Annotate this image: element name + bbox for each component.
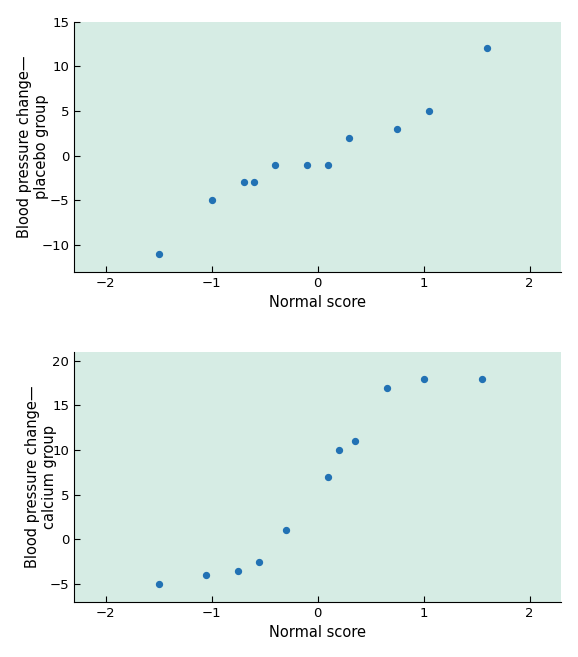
Point bbox=[239, 177, 248, 188]
Point bbox=[350, 436, 360, 446]
X-axis label: Normal score: Normal score bbox=[269, 295, 366, 310]
Point bbox=[483, 43, 492, 54]
Point bbox=[334, 445, 343, 455]
Point bbox=[382, 382, 391, 393]
Point bbox=[250, 177, 259, 188]
Point bbox=[154, 579, 164, 589]
Point bbox=[234, 566, 243, 576]
Point bbox=[207, 195, 216, 206]
Point bbox=[424, 106, 434, 116]
X-axis label: Normal score: Normal score bbox=[269, 625, 366, 641]
Point bbox=[419, 373, 428, 384]
Y-axis label: Blood pressure change—
calcium group: Blood pressure change— calcium group bbox=[25, 386, 57, 568]
Point bbox=[281, 525, 291, 535]
Point bbox=[324, 159, 333, 170]
Y-axis label: Blood pressure change—
placebo group: Blood pressure change— placebo group bbox=[17, 55, 49, 238]
Point bbox=[154, 248, 164, 259]
Point bbox=[324, 472, 333, 482]
Point bbox=[202, 570, 211, 580]
Point bbox=[255, 556, 264, 567]
Point bbox=[477, 373, 487, 384]
Point bbox=[392, 124, 402, 134]
Point bbox=[302, 159, 312, 170]
Point bbox=[271, 159, 280, 170]
Point bbox=[345, 133, 354, 143]
